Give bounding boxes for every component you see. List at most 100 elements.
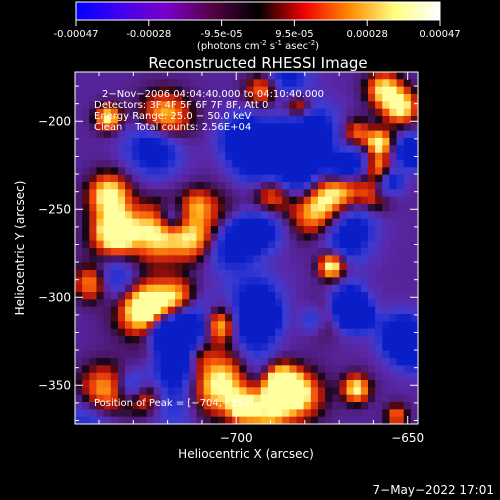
heatmap-cell: [375, 248, 383, 256]
heatmap-cell: [117, 138, 126, 146]
heatmap-cell: [167, 270, 176, 278]
heatmap-cell: [310, 138, 319, 146]
heatmap-cell: [139, 372, 148, 381]
heatmap-cell: [132, 255, 140, 264]
heatmap-cell: [389, 79, 398, 88]
heatmap-cell: [110, 218, 119, 227]
heatmap-cell: [239, 167, 248, 176]
heatmap-cell: [346, 299, 355, 308]
heatmap-cell: [375, 79, 383, 88]
heatmap-cell: [296, 160, 305, 168]
heatmap-cell: [117, 343, 126, 352]
heatmap-cell: [103, 138, 112, 146]
heatmap-cell: [75, 409, 83, 418]
heatmap-cell: [325, 116, 333, 124]
heatmap-cell: [275, 152, 283, 161]
heatmap-cell: [203, 292, 212, 300]
heatmap-cell: [139, 350, 148, 359]
heatmap-cell: [375, 306, 383, 315]
heatmap-cell: [210, 72, 219, 80]
heatmap-cell: [310, 314, 319, 322]
heatmap-cell: [246, 394, 255, 403]
heatmap-cell: [103, 380, 112, 388]
heatmap-cell: [282, 196, 290, 205]
heatmap-cell: [75, 365, 83, 374]
heatmap-cell: [396, 292, 405, 300]
heatmap-cell: [82, 343, 90, 352]
heatmap-cell: [296, 277, 305, 286]
heatmap-cell: [282, 240, 290, 249]
heatmap-cell: [289, 380, 298, 388]
heatmap-cell: [396, 189, 405, 198]
heatmap-cell: [317, 262, 326, 271]
heatmap-cell: [396, 262, 405, 271]
heatmap-cell: [317, 218, 326, 227]
heatmap-cell: [210, 94, 219, 102]
heatmap-cell: [132, 299, 140, 308]
heatmap-cell: [282, 167, 290, 176]
heatmap-cell: [117, 167, 126, 176]
heatmap-cell: [167, 218, 176, 227]
heatmap-cell: [239, 94, 248, 102]
heatmap-cell: [389, 233, 398, 242]
heatmap-cell: [310, 262, 319, 271]
heatmap-cell: [375, 101, 383, 110]
heatmap-cell: [125, 255, 133, 264]
heatmap-cell: [310, 116, 319, 124]
heatmap-cell: [332, 336, 340, 344]
heatmap-cell: [182, 277, 190, 286]
heatmap-cell: [253, 160, 262, 168]
heatmap-cell: [353, 336, 362, 344]
heatmap-cell: [182, 372, 190, 381]
heatmap-cell: [153, 350, 162, 359]
heatmap-cell: [96, 292, 105, 300]
heatmap-cell: [217, 292, 226, 300]
heatmap-cell: [246, 350, 255, 359]
heatmap-cell: [89, 372, 98, 381]
heatmap-cell: [160, 372, 169, 381]
heatmap-cell: [167, 204, 176, 212]
heatmap-cell: [267, 167, 276, 176]
heatmap-cell: [82, 394, 90, 403]
heatmap-cell: [246, 86, 255, 95]
heatmap-cell: [396, 380, 405, 388]
heatmap-cell: [346, 358, 355, 366]
heatmap-cell: [282, 233, 290, 242]
heatmap-cell: [289, 196, 298, 205]
heatmap-cell: [196, 152, 205, 161]
heatmap-cell: [103, 101, 112, 110]
heatmap-cell: [317, 86, 326, 95]
heatmap-cell: [167, 160, 176, 168]
heatmap-cell: [217, 402, 226, 410]
heatmap-cell: [203, 138, 212, 146]
heatmap-cell: [360, 255, 369, 264]
heatmap-cell: [375, 72, 383, 80]
heatmap-cell: [232, 211, 240, 220]
heatmap-cell: [260, 380, 269, 388]
heatmap-cell: [196, 292, 205, 300]
heatmap-cell: [132, 196, 140, 205]
heatmap-cell: [75, 226, 83, 234]
heatmap-cell: [317, 152, 326, 161]
heatmap-cell: [346, 160, 355, 168]
heatmap-cell: [310, 328, 319, 337]
heatmap-cell: [296, 174, 305, 183]
heatmap-cell: [153, 211, 162, 220]
heatmap-cell: [317, 402, 326, 410]
heatmap-cell: [175, 255, 183, 264]
heatmap-cell: [396, 204, 405, 212]
heatmap-cell: [210, 182, 219, 190]
heatmap-cell: [189, 116, 198, 124]
colorbar-tick-label: 0.00028: [347, 29, 388, 40]
heatmap-cell: [282, 372, 290, 381]
heatmap-cell: [289, 255, 298, 264]
heatmap-cell: [253, 167, 262, 176]
heatmap-cell: [167, 116, 176, 124]
heatmap-cell: [225, 416, 233, 424]
heatmap-cell: [182, 79, 190, 88]
heatmap-cell: [153, 416, 162, 424]
heatmap-cell: [260, 160, 269, 168]
heatmap-cell: [275, 182, 283, 190]
heatmap-cell: [153, 380, 162, 388]
heatmap-cell: [325, 145, 333, 154]
